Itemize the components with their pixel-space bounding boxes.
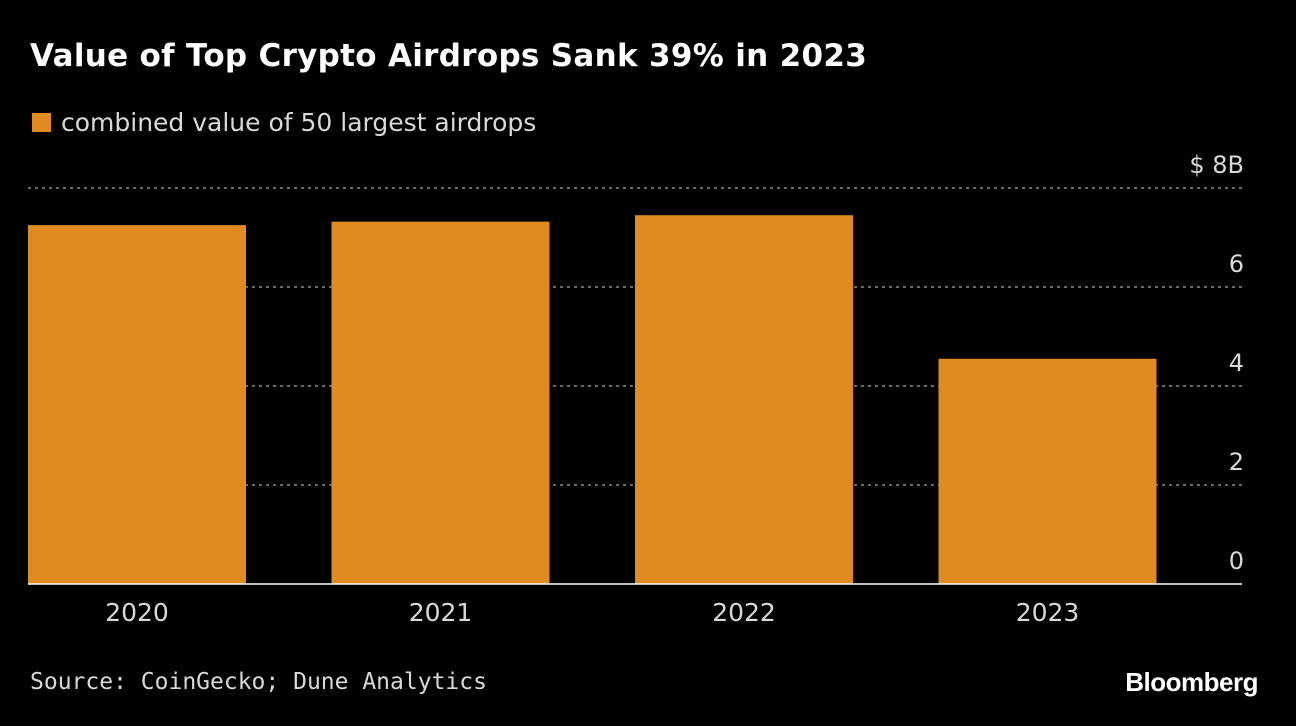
bar-2020 [28,225,246,584]
legend-swatch [32,113,51,132]
x-tick-label: 2022 [712,598,776,627]
x-tick-label: 2023 [1016,598,1080,627]
source-note: Source: CoinGecko; Dune Analytics [30,669,487,695]
y-tick-label: 0 [1229,547,1244,575]
legend: combined value of 50 largest airdrops [32,108,536,137]
x-tick-label: 2021 [409,598,473,627]
bar-chart: 2020 2021 2022 2023 $ 8B 6 4 2 0 [28,151,1244,627]
legend-label: combined value of 50 largest airdrops [61,108,537,137]
y-tick-label: 6 [1229,250,1244,278]
bar-2023 [938,358,1157,584]
bar-2022 [635,215,853,584]
x-tick-label: 2020 [105,598,169,627]
bloomberg-logo: Bloomberg [1125,667,1258,697]
y-tick-label: 4 [1229,349,1244,377]
chart-title: Value of Top Crypto Airdrops Sank 39% in… [30,38,868,74]
y-tick-label: 2 [1229,448,1244,476]
y-tick-label: $ 8B [1189,151,1244,179]
bar-2021 [331,221,550,584]
